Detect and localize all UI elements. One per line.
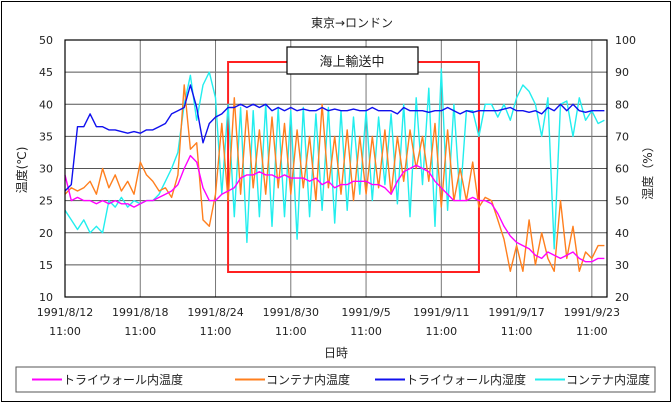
y-tick-right: 80 (615, 98, 629, 111)
x-tick-date: 1991/9/23 (564, 306, 620, 319)
y-tick-left: 25 (39, 195, 53, 208)
y-tick-right: 30 (615, 259, 629, 272)
x-tick-date: 1991/8/30 (263, 306, 319, 319)
legend-label: トライウォール内温度 (63, 372, 183, 387)
y-tick-right: 40 (615, 227, 629, 240)
x-tick-time: 11:00 (501, 325, 533, 338)
x-tick-time: 11:00 (124, 325, 156, 338)
y-tick-right: 70 (615, 130, 629, 143)
x-tick-time: 11:00 (576, 325, 608, 338)
x-tick-time: 11:00 (200, 325, 232, 338)
x-tick-date: 1991/9/5 (341, 306, 390, 319)
y-axis-left-label: 温度(℃) (14, 147, 29, 194)
tick-labels: 10 15 20 25 30 35 40 45 50 20 30 40 50 60 70 80 90 100 199… (37, 34, 636, 338)
legend: トライウォール内温度 コンテナ内温度 トライウォール内湿度 コンテナ内湿度 (15, 366, 656, 393)
x-tick-date: 1991/8/24 (187, 306, 243, 319)
x-tick-time: 11:00 (275, 325, 307, 338)
x-tick-date: 1991/8/18 (112, 306, 168, 319)
x-axis-label: 日時 (324, 346, 348, 360)
legend-label: コンテナ内湿度 (566, 372, 650, 387)
x-tick-date: 1991/8/12 (37, 306, 93, 319)
y-tick-right: 90 (615, 66, 629, 79)
x-tick-time: 11:00 (350, 325, 382, 338)
y-tick-right: 100 (615, 34, 636, 47)
x-tick-date: 1991/9/17 (488, 306, 544, 319)
y-tick-left: 15 (39, 259, 53, 272)
x-tick-date: 1991/9/11 (413, 306, 469, 319)
y-tick-left: 20 (39, 227, 53, 240)
y-tick-left: 50 (39, 34, 53, 47)
y-axis-right-label: 湿度（%） (640, 140, 655, 199)
series-lines (64, 68, 605, 272)
chart-title: 東京→ロンドン (311, 16, 393, 30)
annotation-label-box: 海上輸送中 (286, 46, 419, 75)
x-tick-time: 11:00 (425, 325, 457, 338)
y-tick-right: 20 (615, 291, 629, 304)
annotation-label: 海上輸送中 (319, 55, 384, 70)
y-tick-left: 30 (39, 163, 53, 176)
y-tick-left: 10 (39, 291, 53, 304)
y-tick-left: 35 (39, 130, 53, 143)
y-tick-right: 60 (615, 163, 629, 176)
series-line-1 (64, 84, 605, 272)
series-line-2 (64, 84, 605, 192)
series-line-0 (64, 154, 605, 263)
y-tick-right: 50 (615, 195, 629, 208)
plot-area-border (64, 39, 608, 298)
x-tick-time: 11:00 (49, 325, 81, 338)
gridlines (64, 39, 607, 298)
legend-label: トライウォール内湿度 (406, 372, 526, 387)
y-tick-left: 45 (39, 66, 53, 79)
legend-label: コンテナ内温度 (266, 372, 350, 387)
series-line-3 (64, 68, 605, 250)
y-tick-left: 40 (39, 98, 53, 111)
